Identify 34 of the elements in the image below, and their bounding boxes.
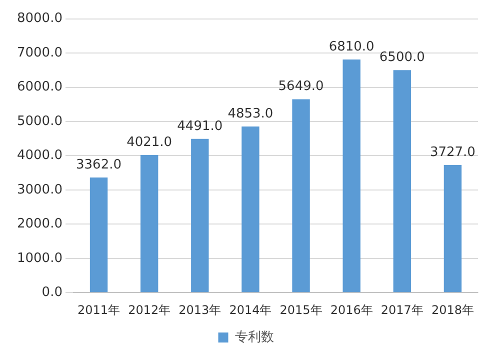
data-label: 3727.0 [430,144,476,160]
y-tick-label: 3000.0 [16,182,62,198]
x-tick-label: 2011年 [77,302,120,317]
data-label: 6500.0 [379,50,425,66]
bar [242,126,260,292]
bar [90,178,108,292]
data-label: 6810.0 [328,39,374,54]
bar [292,99,310,292]
y-tick-label: 7000.0 [16,45,62,60]
y-tick-label: 5000.0 [16,114,62,129]
x-tick-label: 2016年 [330,302,373,317]
x-tick-label: 2015年 [280,302,322,317]
data-label: 4491.0 [177,118,223,134]
x-tick-label: 2017年 [380,302,424,317]
y-tick-label: 4000.0 [16,148,62,164]
y-tick-label: 6000.0 [16,80,62,95]
data-label: 3362.0 [76,157,122,172]
y-tick-label: 0.0 [42,284,62,300]
data-label: 5649.0 [278,79,324,94]
bar [191,138,209,292]
y-tick-label: 8000.0 [16,11,62,26]
y-tick-label: 2000.0 [16,216,62,232]
bar [140,154,158,292]
bar [393,70,412,292]
legend-label: 专利数 [234,330,274,345]
data-label: 4853.0 [228,106,274,122]
bar [342,60,360,292]
x-tick-label: 2012年 [128,302,171,317]
data-label: 4021.0 [126,134,172,150]
y-tick-label: 1000.0 [16,250,62,266]
x-tick-label: 2014年 [229,302,272,317]
x-tick-label: 2013年 [178,302,222,317]
x-tick-label: 2018年 [431,302,474,317]
bar [444,165,462,292]
